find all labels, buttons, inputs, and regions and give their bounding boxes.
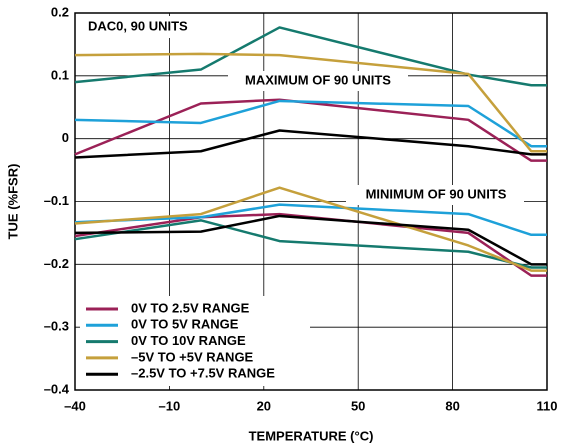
legend-label: 0V TO 5V RANGE — [131, 317, 239, 332]
x-tick-label: 80 — [445, 398, 459, 413]
data-line — [74, 26, 547, 87]
x-axis-label: TEMPERATURE (°C) — [249, 428, 374, 443]
data-line — [74, 129, 547, 159]
annotation: MAXIMUM OF 90 UNITS — [245, 72, 391, 87]
x-tick-label: 50 — [351, 398, 365, 413]
legend-box — [80, 296, 310, 386]
legend-label: 0V TO 10V RANGE — [131, 333, 246, 348]
y-tick-label: –0.2 — [44, 256, 69, 271]
y-tick-label: 0.2 — [51, 4, 69, 19]
legend-label: 0V TO 2.5V RANGE — [131, 300, 250, 315]
annotation: MINIMUM OF 90 UNITS — [366, 186, 507, 201]
label-background — [85, 16, 220, 38]
data-line — [74, 214, 547, 266]
data-line — [74, 186, 547, 272]
legend-label: –2.5V TO +7.5V RANGE — [131, 366, 275, 381]
y-axis-label: TUE (%FSR) — [5, 164, 20, 240]
data-line — [74, 203, 547, 237]
data-line — [74, 219, 547, 269]
y-tick-label: –0.3 — [44, 319, 69, 334]
y-tick-label: –0.1 — [44, 193, 69, 208]
y-tick-label: 0.1 — [51, 67, 69, 82]
y-tick-label: 0 — [62, 130, 69, 145]
y-tick-label: –0.4 — [44, 381, 70, 396]
x-tick-label: –40 — [64, 398, 86, 413]
label-background — [228, 71, 408, 91]
x-tick-label: –10 — [159, 398, 181, 413]
annotation: DAC0, 90 UNITS — [88, 18, 188, 33]
legend-label: –5V TO +5V RANGE — [131, 349, 254, 364]
data-line — [74, 99, 547, 148]
x-tick-label: 20 — [257, 398, 271, 413]
label-background — [346, 185, 524, 205]
data-line — [74, 52, 547, 153]
x-tick-label: 110 — [537, 398, 558, 413]
data-line — [74, 98, 547, 162]
